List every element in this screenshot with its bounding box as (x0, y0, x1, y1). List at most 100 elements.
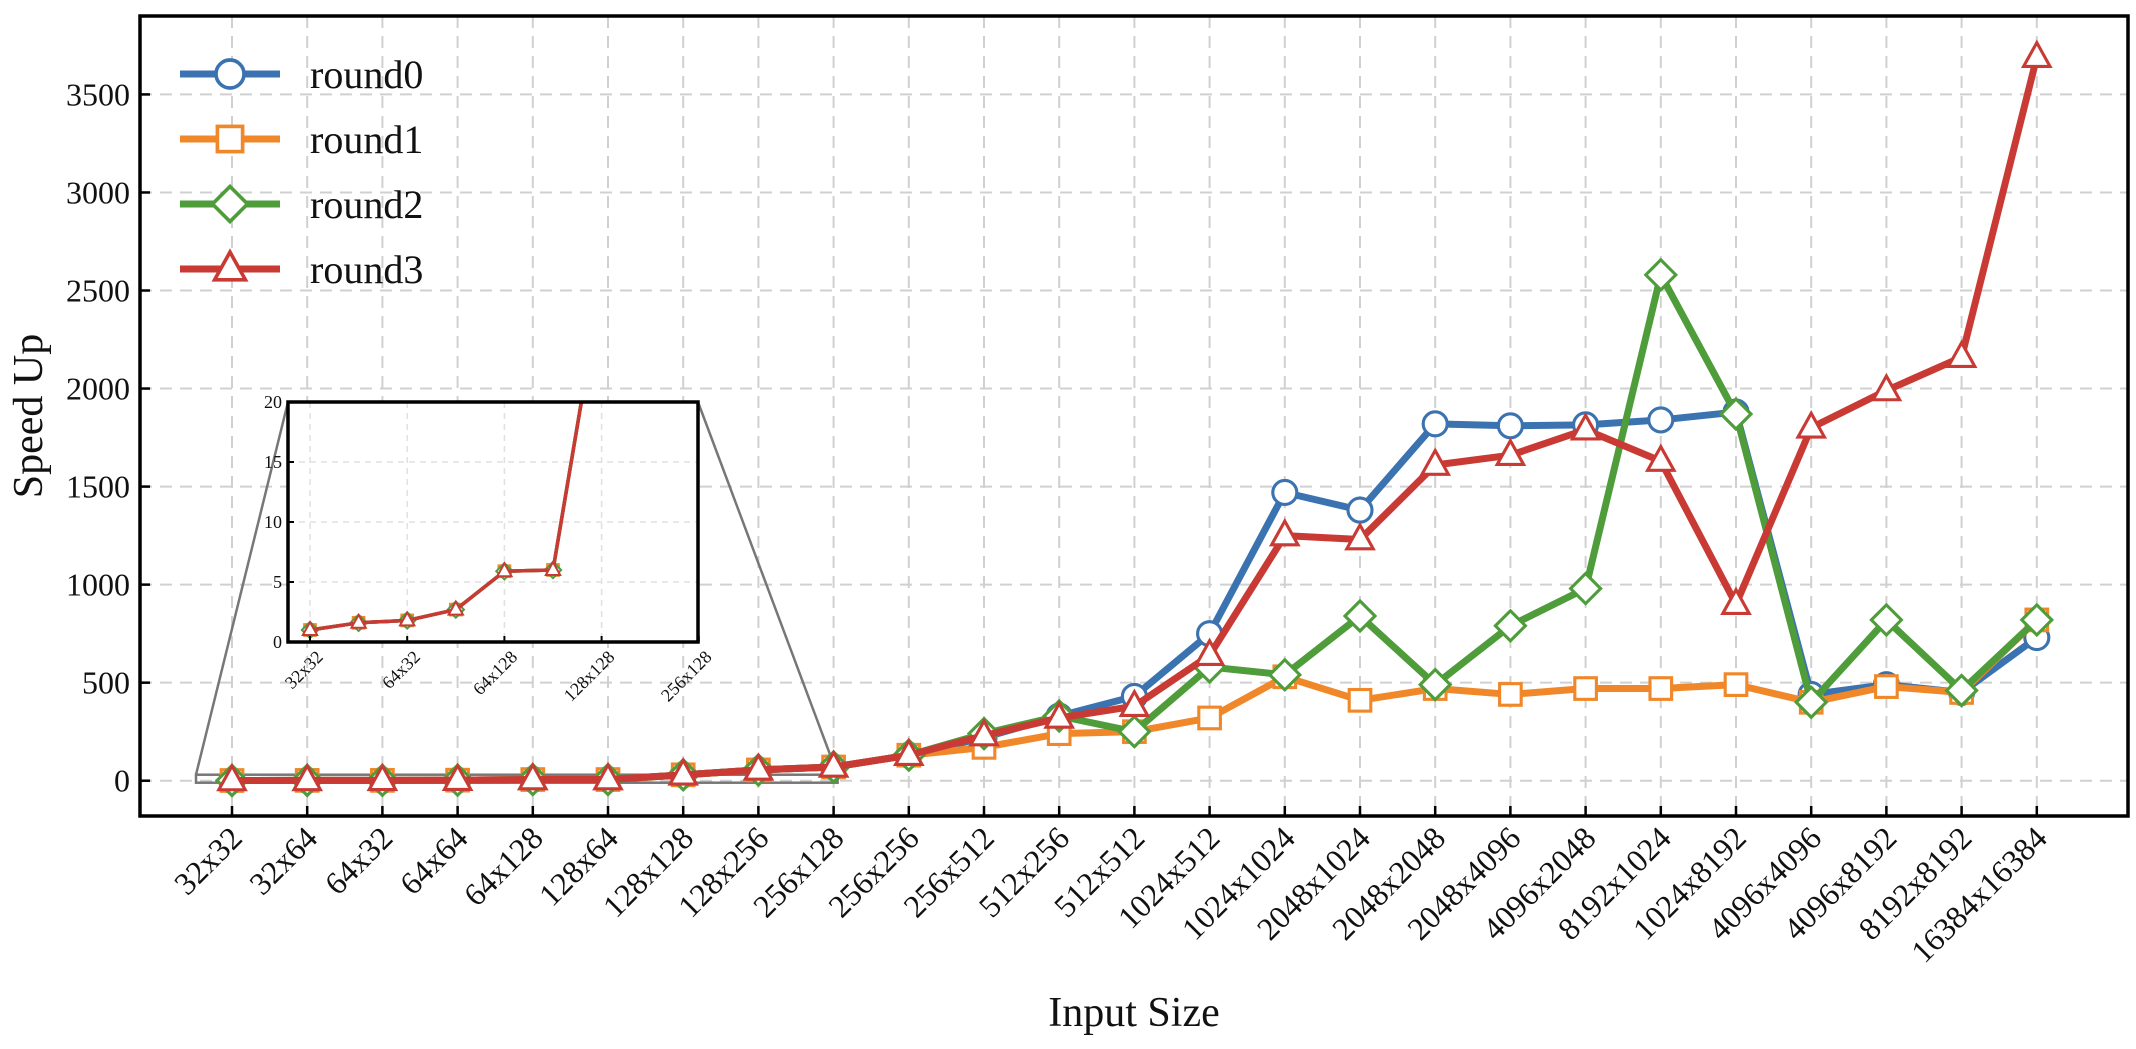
y-tick-label: 0 (114, 763, 130, 799)
data-point-round3 (892, 737, 925, 767)
legend-label-round0: round0 (310, 52, 423, 97)
data-point-round2 (1793, 685, 1829, 720)
data-point-round2 (1643, 257, 1679, 293)
data-point-round0 (1647, 406, 1675, 434)
data-point-round2 (2019, 602, 2055, 638)
legend-item-round1: round1 (180, 117, 423, 162)
inset-x-tick-label: 256x128 (657, 647, 716, 706)
series-round3 (216, 39, 2053, 792)
y-tick-label: 3000 (66, 174, 130, 210)
legend-label-round1: round1 (310, 117, 423, 162)
data-point-round3 (1569, 411, 1602, 441)
y-tick-label: 2500 (66, 273, 130, 309)
data-point-round0 (1496, 412, 1524, 440)
data-point-round2 (1417, 667, 1453, 702)
x-tick-label: 32x32 (167, 819, 249, 901)
zoom-connector-right (696, 401, 839, 776)
y-tick-label: 1500 (66, 469, 130, 505)
data-point-round3 (1644, 443, 1677, 472)
inset-y-tick-label: 15 (264, 452, 282, 472)
data-point-round1 (1573, 676, 1598, 701)
x-axis-ticks: 32x3232x6464x3264x6464x128128x64128x1281… (167, 806, 2054, 969)
y-tick-label: 1000 (66, 567, 130, 603)
data-point-round2 (1568, 571, 1603, 606)
data-point-round3 (516, 761, 549, 791)
data-point-round3 (1268, 517, 1301, 547)
inset-data-point-round3 (398, 610, 417, 627)
inset-series-layer (300, 402, 584, 640)
legend: round0 round1 round2 round3 (180, 52, 423, 292)
data-point-round0 (1271, 478, 1299, 507)
y-axis-label: Speed Up (6, 334, 52, 498)
data-point-round3 (1344, 521, 1376, 551)
zoom-connector-left (194, 401, 290, 776)
inset-data-point-round3 (495, 561, 514, 578)
series-layer (214, 39, 2055, 798)
legend-marker-round3 (211, 248, 249, 282)
data-point-round1 (1648, 676, 1674, 701)
legend-item-round2: round2 (180, 182, 423, 227)
legend-marker-round0 (214, 58, 246, 90)
data-point-round3 (441, 762, 474, 791)
y-axis-ticks: 0 500 1000 1500 2000 2500 3000 3500 (66, 76, 150, 799)
data-point-round3 (742, 752, 775, 781)
legend-label-round3: round3 (310, 247, 423, 292)
data-point-round3 (592, 761, 624, 791)
data-point-round3 (291, 762, 324, 792)
data-point-round3 (1193, 637, 1226, 667)
data-point-round3 (216, 762, 248, 792)
inset-background (288, 402, 698, 642)
inset-y-tick-label: 5 (273, 572, 282, 592)
y-tick-label: 500 (82, 665, 130, 701)
legend-marker-round1 (215, 124, 245, 154)
data-point-round2 (1267, 657, 1303, 693)
y-tick-label: 2000 (66, 371, 130, 407)
x-tick-label: 64x128 (456, 819, 549, 912)
inset-zoom-plot: 0 5 10 15 20 32x32 64x32 64x128 128x128 256x128 (264, 392, 716, 706)
data-point-round1 (1347, 687, 1373, 713)
x-axis-label: Input Size (1048, 990, 1219, 1036)
data-point-round3 (1720, 586, 1752, 616)
data-point-round3 (1419, 447, 1452, 476)
data-point-round2 (1117, 714, 1152, 749)
y-tick-label: 3500 (66, 76, 130, 112)
inset-x-tick-label: 64x32 (378, 647, 424, 693)
data-point-round3 (1870, 372, 1903, 402)
data-point-round3 (817, 749, 850, 778)
data-point-round2 (1342, 598, 1378, 634)
legend-item-round0: round0 (180, 52, 423, 97)
data-point-round0 (1346, 496, 1374, 524)
data-point-round1 (1723, 672, 1749, 697)
inset-x-tick-label: 32x32 (281, 647, 327, 693)
series-round2 (214, 257, 2055, 798)
data-point-round3 (667, 757, 700, 786)
data-point-round2 (1493, 608, 1528, 644)
data-point-round2 (1944, 673, 1979, 708)
inset-series-round3 (301, 402, 584, 637)
data-point-round3 (1118, 688, 1151, 717)
inset-data-point-round3 (544, 560, 562, 577)
data-point-round3 (1945, 339, 1978, 368)
data-point-round1 (1498, 682, 1523, 707)
inset-y-tick-label: 0 (273, 632, 282, 652)
data-point-round3 (968, 717, 1000, 747)
legend-label-round2: round2 (310, 182, 423, 227)
inset-data-point-round3 (349, 612, 368, 629)
data-point-round3 (1494, 437, 1527, 467)
inset-x-tick-label: 128x128 (560, 647, 619, 706)
legend-item-round3: round3 (180, 247, 423, 292)
inset-data-point-round3 (446, 599, 465, 616)
data-point-round3 (366, 762, 399, 792)
inset-data-point-round3 (301, 620, 319, 637)
data-point-round3 (1795, 410, 1828, 439)
data-point-round3 (1043, 700, 1076, 729)
data-point-round2 (1869, 602, 1904, 638)
data-point-round3 (2020, 39, 2053, 68)
inset-y-tick-label: 20 (264, 392, 282, 412)
data-point-round1 (1197, 705, 1222, 731)
data-point-round0 (1421, 410, 1449, 438)
inset-x-tick-label: 64x128 (469, 647, 521, 699)
data-point-round1 (1874, 674, 1899, 699)
